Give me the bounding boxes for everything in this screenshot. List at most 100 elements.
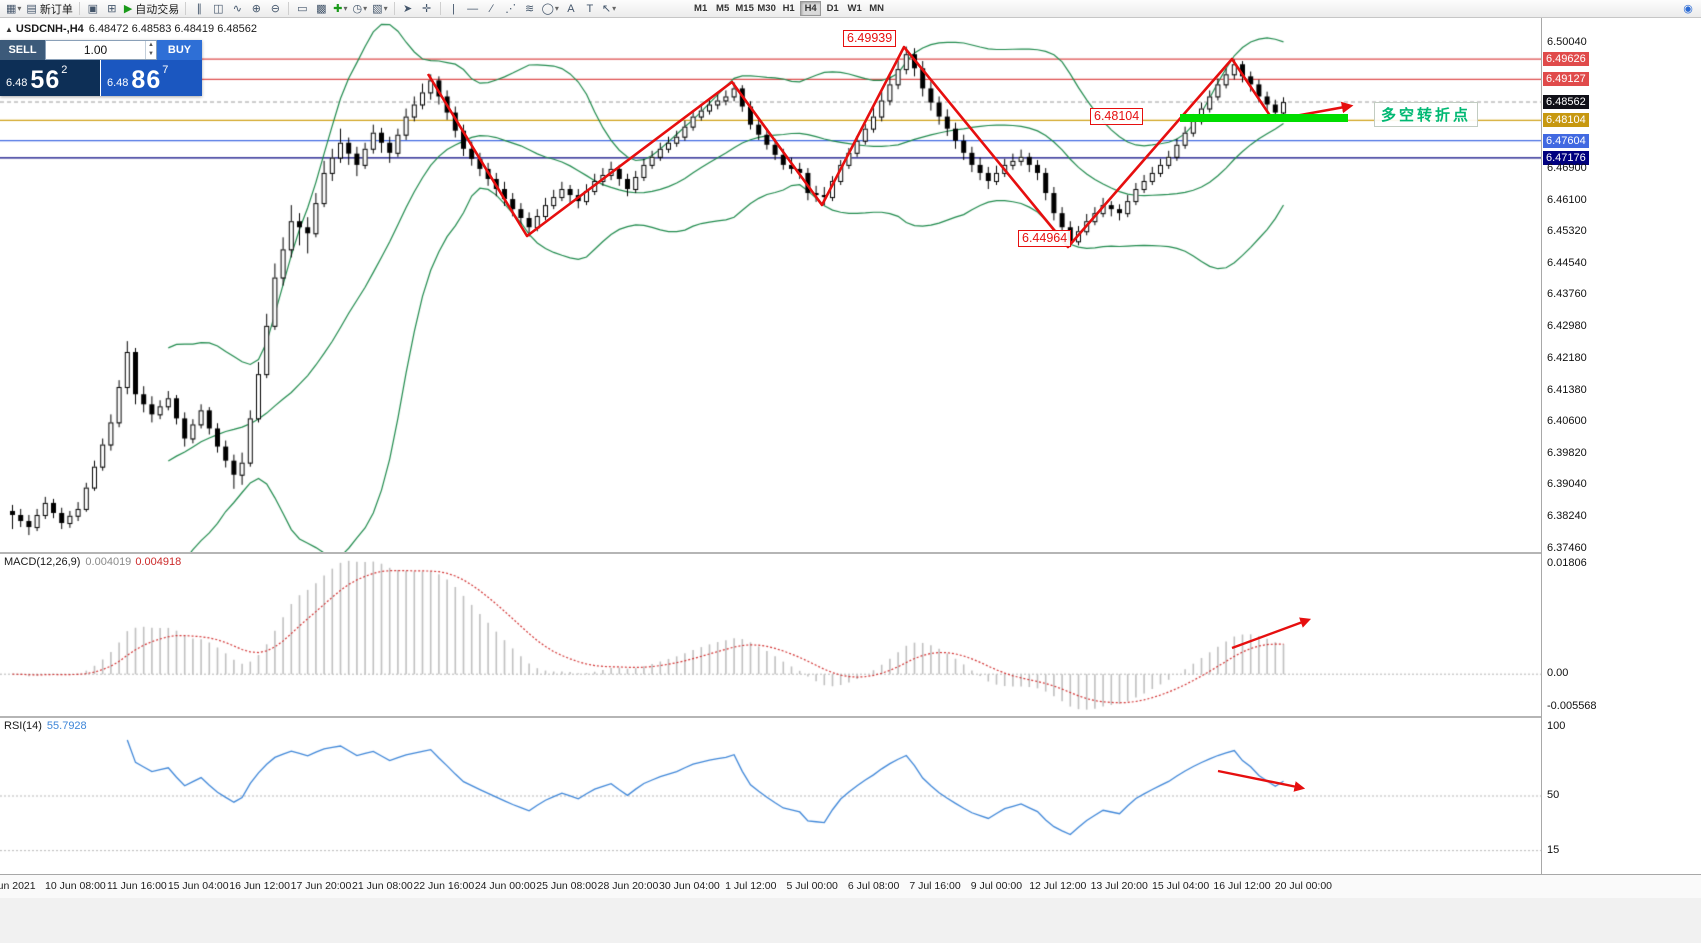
toolbar-separator <box>185 2 187 15</box>
timeframe-m30-button[interactable]: M30 <box>757 3 776 14</box>
price-axis[interactable]: 6.50040 6.49626 6.49127 6.48562 6.48104 6.476… <box>1541 18 1701 874</box>
pane-resize-separator[interactable] <box>0 552 1701 554</box>
candlestick-type-button[interactable]: ◫ <box>209 1 227 17</box>
turning-point-label[interactable]: 多空转折点 <box>1374 102 1479 127</box>
line-chart-icon: ∿ <box>232 3 242 15</box>
autotrading-button[interactable]: ▶ 自动交易 <box>122 1 181 17</box>
market-watch-icon: ⊞ <box>107 3 117 15</box>
volume-input[interactable]: 1.00 ▲ ▼ <box>45 40 157 60</box>
price-axis-label: 6.39820 <box>1547 446 1587 459</box>
symbol-name: USDCNH-,H4 <box>15 23 84 35</box>
price-annotation-label[interactable]: 6.44964 <box>1018 230 1072 247</box>
trendline-icon: ∕ <box>490 2 493 15</box>
time-axis-label: 22 Jun 16:00 <box>413 880 475 892</box>
time-axis-label: 15 Jul 04:00 <box>1151 880 1210 892</box>
cursor-tool-button[interactable]: ➤ <box>399 1 417 17</box>
buy-price-display[interactable]: 6.48 86 7 <box>101 60 202 96</box>
chevron-down-icon: ▾ <box>363 4 368 13</box>
market-watch-button[interactable]: ⊞ <box>103 1 121 17</box>
sell-price-display[interactable]: 6.48 56 2 <box>0 60 101 96</box>
community-icon: ◉ <box>1683 3 1693 15</box>
tile-windows-button[interactable]: ▭ <box>293 1 311 17</box>
symbol-ohlc: 6.48472 6.48583 6.48419 6.48562 <box>88 23 257 35</box>
volume-stepper[interactable]: ▲ ▼ <box>145 41 156 59</box>
periods-button[interactable]: ◷ ▾ <box>351 1 370 17</box>
timeframe-h4-button[interactable]: H4 <box>800 1 822 16</box>
bar-chart-type-button[interactable]: ∥ <box>190 1 208 17</box>
collapse-triangle-icon[interactable]: ▲ <box>5 25 13 34</box>
chevron-down-icon: ▾ <box>343 4 348 13</box>
chevron-down-icon: ▾ <box>17 4 22 13</box>
channel-tool-button[interactable]: ⋰ <box>502 1 520 17</box>
crosshair-icon: ✛ <box>421 3 432 15</box>
stepper-up-icon[interactable]: ▲ <box>148 42 154 48</box>
symbol-header: ▲ USDCNH-,H4 6.48472 6.48583 6.48419 6.485… <box>5 23 257 35</box>
stepper-down-icon[interactable]: ▼ <box>148 51 154 57</box>
indicators-button[interactable]: ✚ ▾ <box>331 1 349 17</box>
price-axis-badge: 6.48562 <box>1543 95 1589 110</box>
community-button[interactable]: ◉ <box>1679 1 1697 17</box>
templates-button[interactable]: ▧ ▾ <box>370 1 389 17</box>
time-axis-label: 7 Jul 16:00 <box>909 880 961 892</box>
sell-price-pips: 56 <box>30 66 61 94</box>
macd-value: 0.004019 <box>85 556 132 568</box>
timeframe-d1-button[interactable]: D1 <box>822 1 843 16</box>
timeframe-m1-button[interactable]: M1 <box>690 1 711 16</box>
cursor-icon: ➤ <box>402 3 413 15</box>
shapes-icon: ◯ <box>541 3 554 15</box>
time-axis-label: Jun 2021 <box>0 880 36 892</box>
time-axis-label: 16 Jun 12:00 <box>229 880 290 892</box>
clock-icon: ◷ <box>352 3 363 15</box>
macd-axis-label: 0.01806 <box>1547 557 1587 569</box>
timeframe-mn-button[interactable]: MN <box>866 1 887 16</box>
rsi-canvas[interactable] <box>0 718 1541 874</box>
price-axis-label: 6.50040 <box>1547 35 1587 48</box>
arrow-tool-button[interactable]: ↖ ▾ <box>600 1 618 17</box>
sell-button[interactable]: SELL <box>0 40 45 60</box>
cascade-windows-button[interactable]: ▩ <box>312 1 330 17</box>
zoom-in-button[interactable]: ⊕ <box>247 1 265 17</box>
indicators-plus-icon: ✚ <box>333 3 343 15</box>
chart-workspace: 多空转折点 ▲ USDCNH-,H4 6.48472 6.48583 6.48419… <box>0 18 1701 943</box>
timeframe-h1-button[interactable]: H1 <box>778 1 799 16</box>
chevron-down-icon: ▾ <box>383 4 388 13</box>
fibonacci-tool-button[interactable]: ≋ <box>521 1 539 17</box>
one-click-trading-panel: SELL 1.00 ▲ ▼ BUY 6.48 56 2 <box>0 40 202 96</box>
macd-canvas[interactable] <box>0 554 1541 716</box>
support-zone-highlight[interactable] <box>1180 114 1348 122</box>
price-axis-label: 6.46900 <box>1547 161 1587 174</box>
time-axis-label: 25 Jun 08:00 <box>536 880 597 892</box>
main-chart-canvas[interactable] <box>0 18 1541 552</box>
buy-price-point: 7 <box>162 64 169 76</box>
timeframe-m5-button[interactable]: M5 <box>712 1 733 16</box>
channel-icon: ⋰ <box>505 3 517 15</box>
line-chart-type-button[interactable]: ∿ <box>228 1 246 17</box>
price-axis-label: 6.38240 <box>1547 510 1587 523</box>
new-chart-button[interactable]: ▦ ▾ <box>4 1 23 17</box>
price-annotation-label[interactable]: 6.48104 <box>1090 108 1144 125</box>
zoom-out-button[interactable]: ⊖ <box>266 1 284 17</box>
rsi-indicator-pane: RSI(14) 55.7928 <box>0 718 1541 874</box>
pane-resize-separator[interactable] <box>0 716 1701 718</box>
price-annotation-label[interactable]: 6.49939 <box>843 30 897 47</box>
time-axis-label: 13 Jul 20:00 <box>1090 880 1148 892</box>
text-tool-button[interactable]: A <box>562 1 580 17</box>
price-axis-badge: 6.49127 <box>1543 72 1589 87</box>
vertical-line-tool-button[interactable]: | <box>445 1 463 17</box>
text-label-tool-button[interactable]: T <box>581 1 599 17</box>
profiles-button[interactable]: ▣ <box>84 1 102 17</box>
buy-button[interactable]: BUY <box>157 40 202 60</box>
horizontal-line-tool-button[interactable]: ― <box>464 1 482 17</box>
macd-label: MACD(12,26,9) 0.004019 0.004918 <box>4 556 182 568</box>
shapes-tool-button[interactable]: ◯ ▾ <box>540 1 561 17</box>
time-axis-label: 6 Jul 08:00 <box>847 880 900 892</box>
timeframe-w1-button[interactable]: W1 <box>844 1 865 16</box>
timeframe-m15-button[interactable]: M15 <box>735 3 754 14</box>
sell-price-point: 2 <box>61 64 68 76</box>
zoom-in-icon: ⊕ <box>251 3 261 15</box>
new-order-button[interactable]: ▤ 新订单 <box>24 1 74 17</box>
crosshair-tool-button[interactable]: ✛ <box>418 1 436 17</box>
trendline-tool-button[interactable]: ∕ <box>483 1 501 17</box>
